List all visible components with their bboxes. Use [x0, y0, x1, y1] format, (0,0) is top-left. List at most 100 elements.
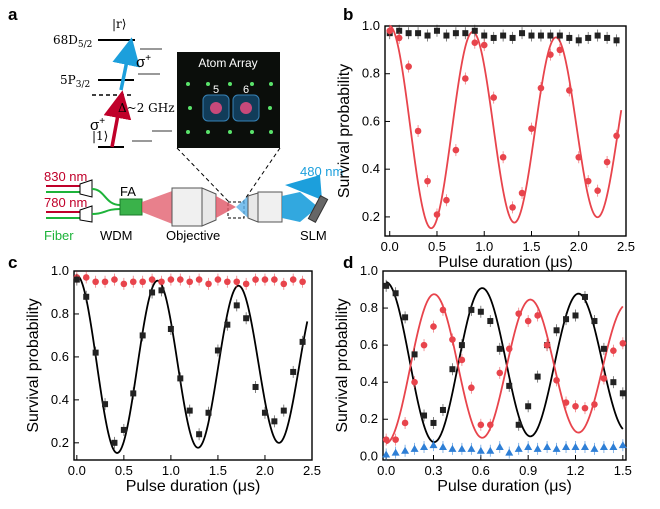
data-point-circle: [591, 401, 598, 408]
data-point-triangle: [391, 448, 400, 456]
data-point-circle: [120, 280, 128, 288]
data-point-square: [547, 32, 554, 39]
data-point-circle: [562, 399, 570, 406]
data-point-square: [575, 37, 582, 44]
data-point-square: [196, 431, 203, 438]
data-point-square: [139, 332, 146, 339]
data-point-square: [528, 32, 535, 39]
data-point-circle: [395, 34, 403, 42]
data-point-circle: [505, 345, 513, 353]
y-axis-label: Survival probability: [25, 298, 42, 432]
data-point-square: [430, 419, 437, 426]
zoom-line-left: [176, 147, 230, 203]
data-point-square: [449, 366, 456, 373]
data-point-circle: [496, 369, 504, 377]
data-point-circle: [405, 63, 412, 70]
y-tick-label: 0.4: [360, 374, 378, 389]
y-tick-label: 0.2: [51, 435, 69, 450]
plot-frame-b: [384, 25, 627, 237]
data-point-square: [591, 318, 598, 325]
y-tick-label: 0.4: [362, 161, 380, 176]
y-tick-label: 0.0: [360, 448, 378, 463]
data-point-circle: [572, 402, 579, 410]
data-point-square: [553, 327, 560, 334]
data-point-triangle: [420, 443, 429, 451]
data-point-square: [500, 32, 507, 39]
data-point-square: [509, 34, 516, 41]
data-point-triangle: [524, 443, 533, 451]
data-point-square: [496, 345, 503, 352]
data-point-circle: [443, 196, 450, 204]
data-point-square: [392, 290, 399, 297]
data-point-triangle: [401, 446, 410, 454]
x-tick-label: 1.0: [162, 463, 180, 478]
data-point-square: [111, 439, 118, 446]
data-point-circle: [575, 153, 583, 161]
data-point-circle: [490, 94, 497, 101]
arrow-780: [103, 90, 132, 148]
data-point-triangle: [505, 448, 514, 456]
chart-panel-d: 0.0 0.3 0.6 0.9 1.2 1.5 0.0 0.2 0.4 0.6 0.8 1.0 Puls…: [334, 263, 632, 495]
atom-dots: [186, 82, 273, 134]
data-point-circle: [452, 146, 460, 154]
label-sigma-upper: σ+: [136, 53, 151, 71]
label-objective: Objective: [166, 228, 220, 243]
x-axis-label: Pulse duration (μs): [437, 478, 572, 495]
data-point-circle: [92, 278, 99, 286]
fiber-route-bottom: [91, 208, 121, 215]
x-tick-label: 0.5: [115, 463, 133, 478]
y-tick-label: 0.6: [362, 113, 380, 128]
data-point-triangle: [382, 450, 391, 458]
data-point-square: [594, 32, 601, 39]
wdm-coupler-bottom: [79, 205, 93, 223]
data-point-circle: [289, 276, 297, 283]
data-point-circle: [543, 341, 551, 349]
data-point-square: [214, 347, 221, 354]
beam-fa-to-obj: [142, 190, 175, 225]
data-point-square: [130, 390, 137, 397]
data-point-square: [462, 30, 469, 37]
lens2-body: [257, 191, 283, 223]
y-tick-label: 1.0: [360, 263, 378, 278]
data-point-circle: [477, 421, 485, 429]
data-point-circle: [158, 278, 165, 286]
data-point-square: [149, 289, 156, 296]
data-point-triangle: [590, 444, 599, 452]
y-axis-label: Survival probability: [334, 298, 351, 432]
data-point-square: [167, 325, 174, 332]
data-point-circle: [271, 276, 278, 283]
data-point-circle: [534, 312, 541, 319]
y-tick-label: 0.8: [360, 300, 378, 315]
data-point-triangle: [457, 444, 466, 452]
data-point-square: [534, 373, 541, 380]
label-780: 780 nm: [44, 195, 87, 210]
data-point-square: [83, 293, 90, 300]
fit-curve-0: [389, 25, 623, 230]
atom-6: [240, 102, 252, 114]
label-830: 830 nm: [44, 169, 87, 184]
data-point-square: [477, 308, 484, 315]
label-wdm: WDM: [100, 228, 133, 243]
data-point-square: [186, 407, 193, 414]
y-tick-label: 0.2: [362, 209, 380, 224]
data-point-square: [563, 316, 570, 323]
data-point-triangle: [429, 441, 438, 449]
data-point-circle: [214, 276, 222, 283]
panel-label-c: c: [8, 253, 17, 272]
data-point-circle: [111, 276, 118, 283]
beam-480-in: [285, 175, 322, 200]
data-point-circle: [411, 378, 418, 386]
data-point-triangle: [448, 444, 457, 452]
data-point-square: [619, 390, 626, 397]
data-point-square: [566, 34, 573, 41]
wdm-coupler-top: [79, 179, 93, 198]
data-point-circle: [480, 41, 488, 49]
x-tick-label: 0.9: [519, 463, 537, 478]
y-tick-label: 0.8: [362, 66, 380, 81]
data-point-circle: [382, 436, 390, 443]
data-point-triangle: [476, 446, 485, 454]
x-axis-label: Pulse duration (μs): [126, 478, 261, 495]
x-tick-label: 2.5: [303, 463, 321, 478]
data-point-circle: [565, 87, 573, 94]
data-point-triangle: [618, 441, 627, 449]
